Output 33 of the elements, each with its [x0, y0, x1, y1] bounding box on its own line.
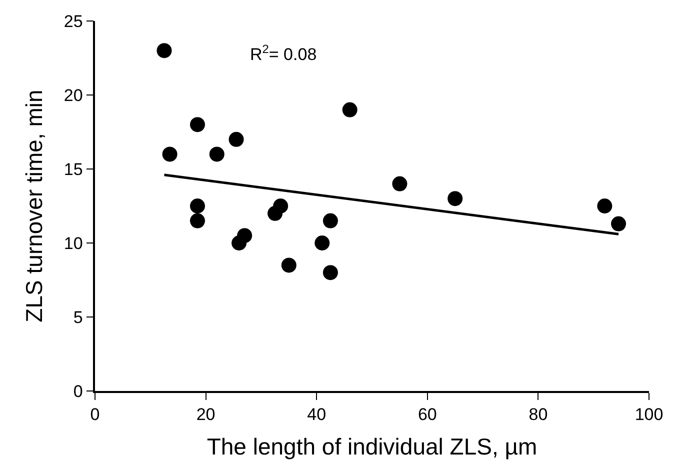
point	[314, 236, 330, 250]
x-tick-label: 20	[196, 405, 216, 424]
point	[162, 146, 178, 162]
x-tick-label: 60	[418, 405, 437, 424]
point	[273, 198, 288, 214]
point	[228, 132, 244, 147]
point	[597, 198, 612, 214]
point	[281, 258, 296, 273]
x-tick-label: 40	[307, 405, 326, 424]
point	[322, 213, 338, 228]
point	[190, 117, 205, 132]
y-tick-label: 10	[64, 234, 83, 253]
point	[392, 176, 408, 192]
x-axis-title: The length of individual ZLS, µm	[206, 433, 538, 460]
point	[611, 216, 626, 232]
y-axis-title: ZLS turnover time, min	[20, 90, 47, 322]
x-tick-label: 0	[90, 405, 100, 424]
point	[190, 198, 205, 214]
y-tick-label: 15	[64, 160, 83, 179]
point	[448, 191, 463, 206]
point	[156, 43, 172, 58]
x-tick-label: 100	[634, 405, 664, 424]
x-tick-label: 80	[528, 405, 548, 424]
point	[209, 146, 224, 162]
point	[322, 265, 338, 280]
y-tick-label: 0	[73, 382, 83, 401]
annotation: R$^{2}$= 0.08	[250, 42, 317, 64]
point	[237, 228, 252, 244]
y-tick-label: 20	[64, 86, 83, 105]
point	[190, 213, 205, 228]
y-tick-label: 25	[64, 12, 83, 31]
y-tick-label: 5	[73, 308, 83, 327]
point	[342, 102, 358, 118]
